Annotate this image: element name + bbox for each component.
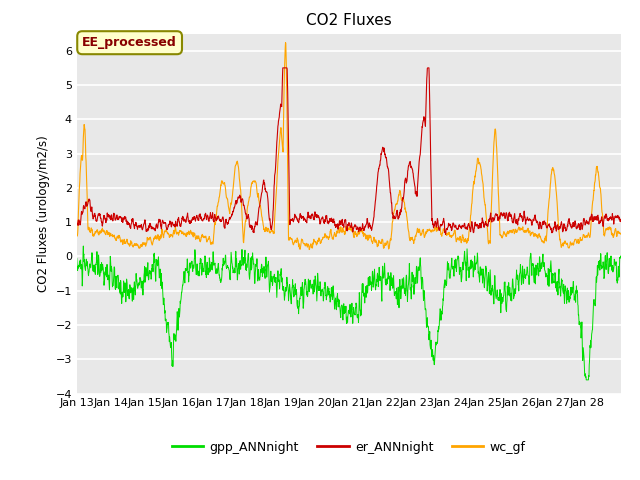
Text: EE_processed: EE_processed: [82, 36, 177, 49]
Title: CO2 Fluxes: CO2 Fluxes: [306, 13, 392, 28]
Y-axis label: CO2 Fluxes (urology/m2/s): CO2 Fluxes (urology/m2/s): [37, 135, 50, 292]
Legend: gpp_ANNnight, er_ANNnight, wc_gf: gpp_ANNnight, er_ANNnight, wc_gf: [167, 436, 531, 459]
